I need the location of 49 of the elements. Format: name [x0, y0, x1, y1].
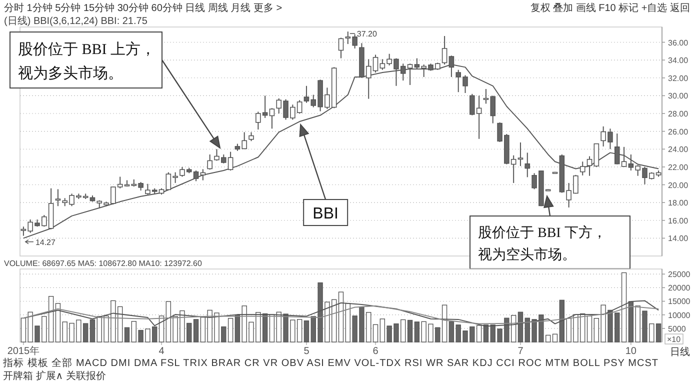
y-tick-label: 30.00 [668, 92, 689, 101]
candlestick [200, 168, 206, 181]
text: 复权 叠加 画线 F10 标记 +自选 返回 [530, 2, 690, 14]
text: 分时 1分钟 5分钟 15分钟 30分钟 60分钟 日线 周线 月线 更多 > [4, 2, 282, 14]
y-tick-label: 26.00 [668, 127, 689, 136]
text: 指标 模板 全部 MACD DMI DMA FSL TRIX BRAR CR VR OBV ASI EMV VOL-TDX RSI WR SAR KDJ CCI ROC MTM BOLL PSY MCST [2, 357, 658, 369]
y-tick-label: 14.00 [668, 234, 689, 244]
y-tick-label: 36.00 [668, 38, 689, 48]
text: 开牌箱 扩展∧ 关联报价 [3, 370, 106, 382]
x-tick-label: 10 [625, 346, 637, 357]
x-tick-label: 5 [304, 346, 310, 357]
y-tick-label: 20000 [668, 284, 691, 293]
bar [372, 324, 378, 342]
y-tick-label: 20.00 [668, 180, 689, 190]
y-tick-label: 5000 [668, 324, 686, 334]
text: 日线 [670, 346, 690, 358]
bar [656, 323, 662, 342]
candlestick [524, 152, 530, 178]
candlestick [580, 161, 586, 176]
annotation: 14.27 [35, 238, 56, 247]
chart-title: (日线) BBI(3,6,12,24) BBI: 21.75 [4, 15, 148, 27]
line-series [22, 305, 660, 324]
x-tick-label: 2015年 [7, 345, 40, 357]
annotation: 股价位于 BBI 下方，视为空头市场。 [478, 224, 606, 264]
x-tick-label: 7 [518, 346, 524, 357]
y-tick-label: 10000 [668, 310, 691, 320]
y-tick-label: 34.00 [668, 56, 689, 66]
bar [304, 320, 310, 342]
bar [407, 320, 413, 342]
x-tick-label: 4 [158, 346, 165, 357]
bar [20, 318, 26, 342]
y-tick-label: 32.00 [668, 74, 689, 83]
chart-title: VOLUME: 68697.65 MA5: 108672.80 MA10: 123972.60 [4, 259, 202, 268]
y-tick-label: 16.00 [668, 216, 689, 226]
text: ×10 [667, 335, 682, 344]
text: BBI [312, 206, 338, 223]
y-tick-label: 15000 [668, 297, 691, 306]
y-tick-label: 18.00 [668, 198, 689, 208]
bar [193, 319, 199, 342]
bar [552, 334, 558, 342]
y-tick-label: 22.00 [668, 162, 689, 172]
bar [124, 327, 130, 342]
annotation: 37.20 [356, 30, 378, 39]
y-tick-label: 28.00 [668, 110, 689, 118]
x-tick-label: 6 [372, 346, 379, 357]
annotation: 股价位于 BBI 上方，视为多头市场。 [18, 41, 156, 82]
bar [228, 318, 234, 342]
y-tick-label: 25000 [668, 270, 691, 280]
y-tick-label: 24.00 [668, 145, 689, 154]
